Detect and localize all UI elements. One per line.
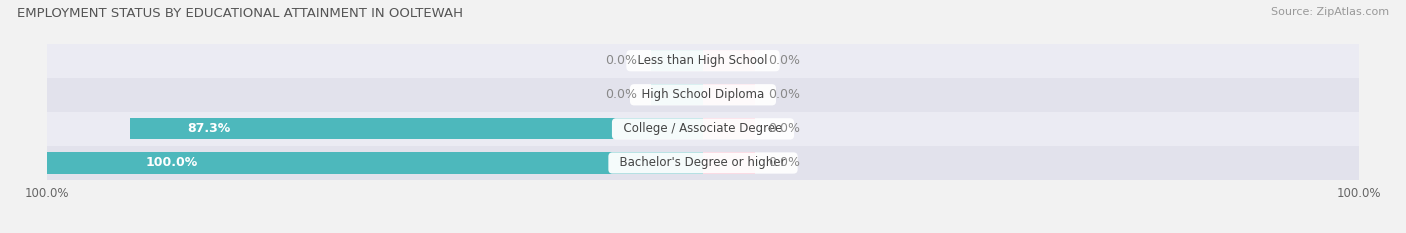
Bar — [703, 152, 755, 174]
Bar — [703, 118, 755, 140]
Text: Less than High School: Less than High School — [630, 54, 776, 67]
Bar — [651, 50, 703, 71]
Text: 100.0%: 100.0% — [145, 157, 197, 169]
Bar — [131, 118, 703, 140]
Text: High School Diploma: High School Diploma — [634, 88, 772, 101]
Text: 0.0%: 0.0% — [606, 88, 637, 101]
Text: 0.0%: 0.0% — [769, 54, 800, 67]
Bar — [703, 50, 755, 71]
Text: 0.0%: 0.0% — [606, 54, 637, 67]
Bar — [46, 146, 1360, 180]
Text: 0.0%: 0.0% — [769, 88, 800, 101]
Bar — [651, 84, 703, 105]
Bar — [46, 152, 703, 174]
Text: College / Associate Degree: College / Associate Degree — [616, 122, 790, 135]
Bar — [46, 44, 1360, 78]
Text: Source: ZipAtlas.com: Source: ZipAtlas.com — [1271, 7, 1389, 17]
Text: 0.0%: 0.0% — [769, 122, 800, 135]
Bar — [703, 84, 755, 105]
Bar — [46, 112, 1360, 146]
Bar — [46, 78, 1360, 112]
Text: 0.0%: 0.0% — [769, 157, 800, 169]
Text: 87.3%: 87.3% — [187, 122, 231, 135]
Text: EMPLOYMENT STATUS BY EDUCATIONAL ATTAINMENT IN OOLTEWAH: EMPLOYMENT STATUS BY EDUCATIONAL ATTAINM… — [17, 7, 463, 20]
Text: Bachelor's Degree or higher: Bachelor's Degree or higher — [613, 157, 793, 169]
